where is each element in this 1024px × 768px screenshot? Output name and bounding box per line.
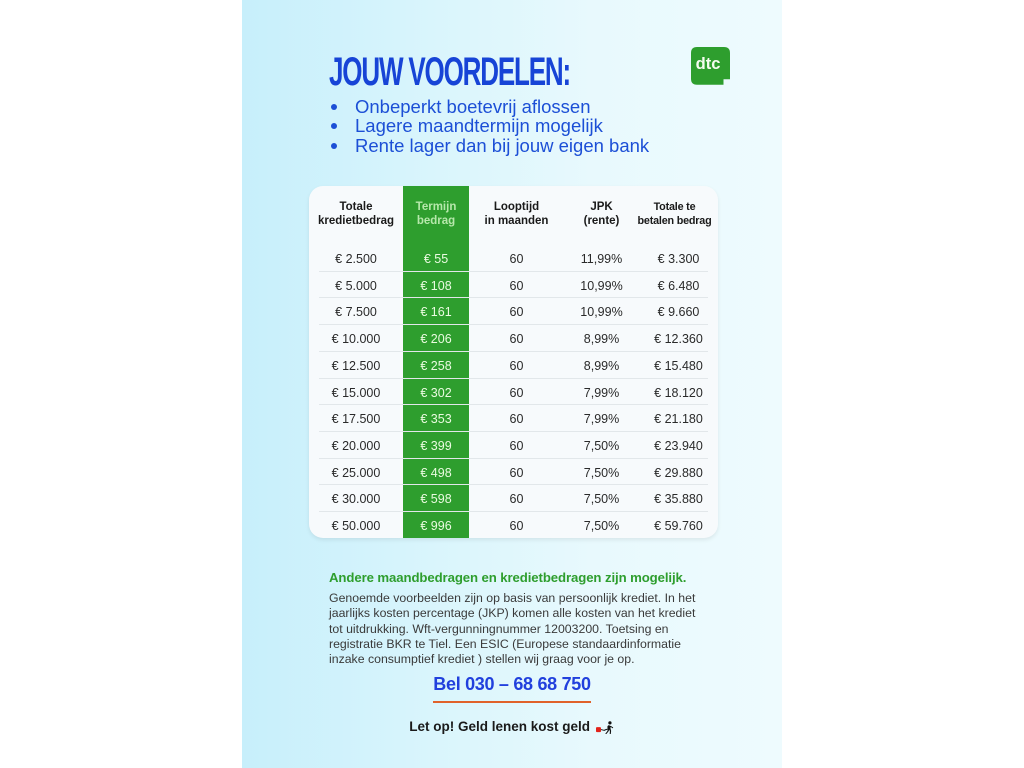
svg-text:dtc: dtc	[696, 55, 721, 73]
